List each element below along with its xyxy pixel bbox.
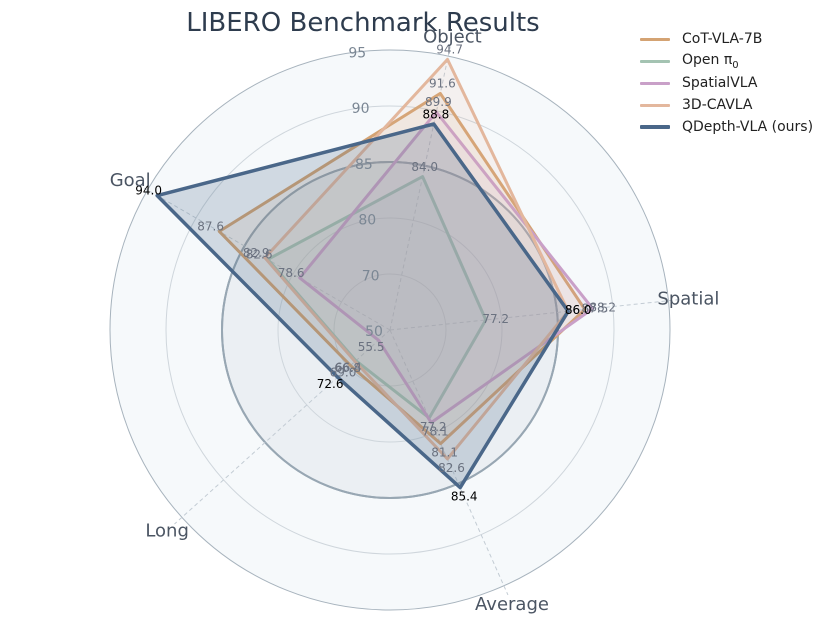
legend-swatch [640,37,670,41]
data-label: 94.0 [135,184,162,198]
data-label: 85.4 [451,490,478,504]
axis-label: Goal [110,170,151,191]
ring-label: 80 [358,213,376,229]
legend-swatch [640,81,670,85]
data-label: 66.4 [335,360,362,374]
legend-swatch [640,125,670,129]
data-label: 82.9 [243,246,270,260]
data-label: 86.0 [565,303,592,317]
axis-spoke [389,329,509,596]
legend-item: 3D-CAVLA [640,94,813,116]
series-line [263,57,570,461]
series-fill [264,59,569,459]
ring-label: 85 [355,157,373,173]
legend-item: CoT-VLA-7B [640,28,813,50]
axis-spoke [138,184,391,331]
axis-spoke [174,329,391,525]
legend-label: SpatialVLA [682,75,758,91]
legend: CoT-VLA-7B Open π0 SpatialVLA 3D-CAVLA QDept… [640,28,813,138]
data-label: 87.5 [582,302,609,316]
label-layer: 50 70 80 85 90 95 91.6 87.5 81.1 69.0 87.6 84.0 77.2… [110,27,720,615]
legend-item: SpatialVLA [640,72,813,94]
series-fill [219,93,585,444]
legend-swatch [640,103,670,107]
series-fill [157,124,569,488]
data-label: 72.6 [317,377,344,391]
axis-label: Average [475,594,549,615]
chart-title: LIBERO Benchmark Results [186,8,540,38]
data-label: 86.0 [565,303,592,317]
ring-label: 50 [365,324,383,340]
grid-ring [165,105,615,555]
ring-label: 95 [348,46,366,62]
axis-label: Spatial [657,289,719,310]
ring-label: 70 [362,268,380,284]
data-label: 88.8 [423,107,450,121]
data-label: 84.0 [411,160,438,174]
legend-label: QDepth-VLA (ours) [682,119,814,135]
ring-label: 90 [352,101,370,117]
data-label: 69.0 [330,365,357,379]
axis-label: Object [423,27,482,48]
series-line [298,110,595,425]
series-line [155,122,570,490]
legend-label: 3D-CAVLA [682,97,753,113]
series-fill [267,176,486,418]
data-label: 87.6 [197,219,224,233]
data-label: 66.8 [334,361,361,375]
series-layer [155,57,595,490]
data-label: 78.6 [278,266,305,280]
data-label: 81.1 [431,446,458,460]
data-label: 91.6 [429,77,456,91]
data-label: 82.6 [438,461,465,475]
data-label: 94.7 [436,43,463,57]
series-line [266,175,488,420]
data-label: 77.2 [420,420,447,434]
data-label: 55.5 [358,340,385,354]
grid-ring [277,217,503,443]
legend-label: CoT-VLA-7B [682,31,763,47]
data-label: 89.9 [425,95,452,109]
legend-label: Open π0 [682,51,739,71]
data-label: 82.6 [246,247,273,261]
legend-item: Open π0 [640,50,813,72]
data-label: 88.2 [589,301,616,315]
legend-swatch [640,59,670,63]
legend-item: QDepth-VLA (ours) [640,116,813,138]
data-label: 78.1 [422,425,449,439]
data-label: 77.2 [482,312,509,326]
axis-label: Long [145,521,189,542]
axis-spoke [389,299,679,331]
